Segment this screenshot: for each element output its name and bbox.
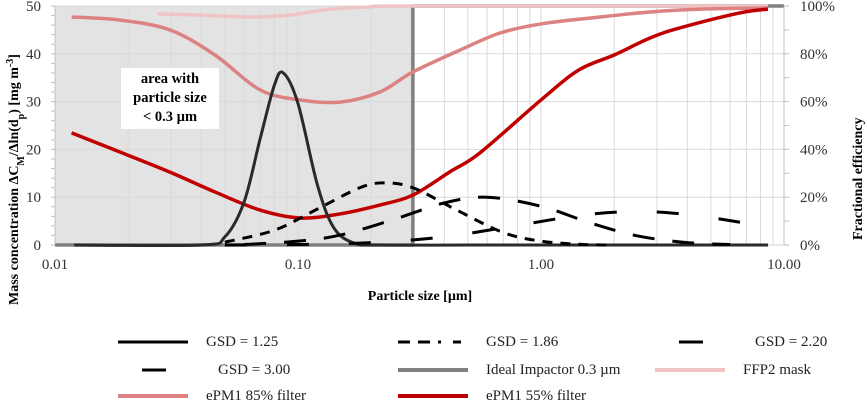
y-left-tick-label: 0 [34, 238, 42, 254]
series-line-epm1-85-filter [71, 6, 768, 105]
y-axis-title-left: Mass concentration ΔCM/Δln(dp) [mg m-3] [5, 54, 27, 305]
series-line-gsd-2-20 [243, 195, 731, 247]
legend-item: GSD = 2.20 [655, 332, 827, 352]
series-line-epm1-55-filter [70, 7, 769, 220]
annotation-line: particle size [133, 90, 207, 106]
tick-labels: 0.01 0.10 1.00 10.00 0 10 20 30 40 50 0% 20% 40% 60% 8… [26, 0, 835, 273]
legend: GSD = 1.25 GSD = 1.86 GSD = 2.20 GSD = 3.00… [0, 330, 867, 405]
legend-item: GSD = 3.00 [118, 360, 290, 380]
y-left-tick-label: 50 [26, 0, 41, 15]
legend-swatch [655, 340, 725, 344]
legend-label: GSD = 1.25 [206, 333, 279, 350]
y-right-tick-label: 80% [800, 47, 828, 63]
annotation-line: area with [140, 71, 200, 87]
y-right-tick-label: 40% [800, 142, 828, 158]
x-tick-label: 0.01 [42, 257, 68, 273]
legend-item: ePM1 85% filter [118, 386, 306, 406]
series-layer [55, 4, 784, 248]
shaded-region [55, 6, 414, 245]
legend-item: ePM1 55% filter [398, 386, 586, 406]
y-left-tick-label: 30 [26, 95, 41, 111]
x-tick-label: 0.10 [285, 257, 311, 273]
x-tick-label: 10.00 [767, 257, 801, 273]
x-tick-label: 1.00 [528, 257, 554, 273]
legend-swatch [398, 340, 468, 344]
chart: 0.01 0.10 1.00 10.00 0 10 20 30 40 50 0% 20% 40% 60% 8… [5, 0, 867, 305]
x-axis-title: Particle size [µm] [368, 289, 472, 304]
y-axis-title-right: Fractional efficiency [851, 118, 866, 240]
legend-item: GSD = 1.86 [398, 332, 558, 352]
legend-item: Ideal Impactor 0.3 µm [398, 360, 620, 380]
series-line-ffp2-mask [157, 4, 768, 19]
y-right-tick-label: 60% [800, 95, 828, 111]
annotation-line: < 0.3 µm [142, 109, 198, 125]
series-line-gsd-1-25 [74, 70, 769, 248]
legend-label: GSD = 2.20 [755, 333, 828, 350]
legend-swatch [118, 368, 188, 372]
y-right-tick-label: 100% [800, 0, 835, 15]
legend-swatch [118, 340, 188, 344]
legend-label: ePM1 55% filter [486, 387, 586, 404]
series-line-gsd-1-86 [224, 181, 615, 247]
series-line-gsd-3-00 [224, 210, 769, 247]
legend-swatch [398, 394, 468, 398]
legend-swatch [398, 368, 468, 372]
y-right-tick-label: 0% [800, 238, 820, 254]
y-left-tick-label: 40 [26, 47, 41, 63]
legend-label: ePM1 85% filter [206, 387, 306, 404]
legend-label: GSD = 1.86 [486, 333, 559, 350]
y-right-tick-label: 20% [800, 190, 828, 206]
legend-swatch [655, 368, 725, 372]
legend-label: GSD = 3.00 [218, 361, 291, 378]
y-left-tick-label: 10 [26, 190, 41, 206]
legend-label: FFP2 mask [743, 361, 811, 378]
area-annotation: area with particle size < 0.3 µm [121, 68, 219, 129]
legend-label: Ideal Impactor 0.3 µm [486, 361, 621, 378]
legend-item: FFP2 mask [655, 360, 811, 380]
y-left-tick-label: 20 [26, 142, 41, 158]
axes [51, 5, 789, 246]
legend-swatch [118, 394, 188, 398]
legend-item: GSD = 1.25 [118, 332, 278, 352]
